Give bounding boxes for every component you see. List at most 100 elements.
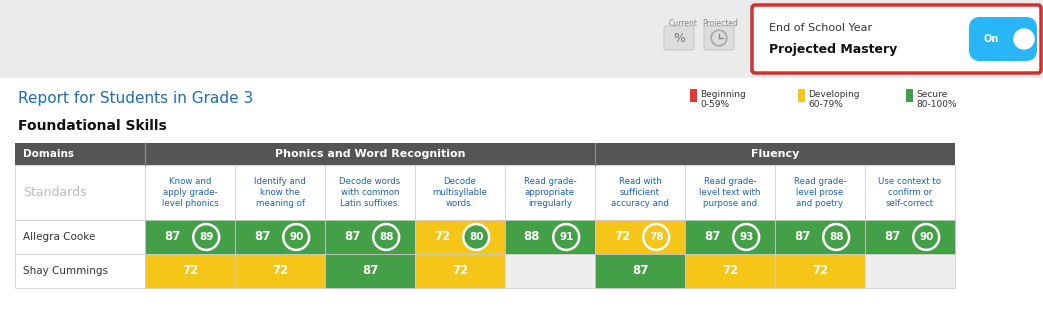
Bar (15, 165, 145, 220)
Text: 72: 72 (811, 265, 828, 277)
Text: irregularly: irregularly (528, 199, 572, 208)
Bar (595, 254, 685, 288)
Bar (235, 254, 325, 288)
Bar (325, 254, 415, 288)
Circle shape (733, 224, 759, 250)
Bar (235, 165, 325, 220)
Bar (415, 220, 505, 254)
Text: 87: 87 (704, 230, 720, 244)
Text: 72: 72 (452, 265, 468, 277)
Text: words.: words. (445, 199, 475, 208)
Text: Beginning: Beginning (700, 90, 746, 99)
Text: purpose and: purpose and (703, 199, 757, 208)
FancyBboxPatch shape (704, 26, 734, 50)
Circle shape (823, 224, 849, 250)
Text: multisyllable: multisyllable (433, 188, 487, 197)
Text: 80-100%: 80-100% (916, 100, 956, 109)
Circle shape (373, 224, 399, 250)
Circle shape (284, 224, 309, 250)
Text: Projected: Projected (702, 20, 738, 29)
Text: 72: 72 (722, 265, 738, 277)
Bar (775, 254, 865, 288)
Text: Read grade-: Read grade- (524, 177, 577, 186)
Bar (145, 143, 595, 165)
Bar (415, 165, 505, 220)
Bar (685, 254, 775, 288)
Bar (15, 143, 145, 165)
Circle shape (193, 224, 219, 250)
Text: 87: 87 (632, 265, 648, 277)
Text: appropriate: appropriate (525, 188, 575, 197)
Text: 87: 87 (883, 230, 900, 244)
FancyBboxPatch shape (664, 26, 694, 50)
FancyBboxPatch shape (752, 5, 1041, 73)
Text: Fluency: Fluency (751, 149, 799, 159)
Text: 90: 90 (919, 232, 933, 242)
Bar (906, 89, 913, 102)
Text: Phonics and Word Recognition: Phonics and Word Recognition (274, 149, 465, 159)
Bar (235, 220, 325, 254)
FancyBboxPatch shape (969, 17, 1037, 61)
Text: 72: 72 (434, 230, 451, 244)
Bar (15, 254, 145, 288)
Text: 78: 78 (649, 232, 663, 242)
Text: Read with: Read with (618, 177, 661, 186)
Bar (15, 220, 145, 254)
Text: 88: 88 (379, 232, 393, 242)
Text: Read grade-: Read grade- (704, 177, 756, 186)
Text: 80: 80 (469, 232, 484, 242)
Circle shape (1014, 29, 1034, 49)
Bar (775, 165, 865, 220)
Bar (798, 89, 805, 102)
Circle shape (553, 224, 579, 250)
Bar (325, 220, 415, 254)
Bar (685, 220, 775, 254)
Text: 0-59%: 0-59% (700, 100, 729, 109)
Text: meaning of: meaning of (256, 199, 305, 208)
Text: and poetry: and poetry (797, 199, 844, 208)
Text: Use context to: Use context to (878, 177, 942, 186)
Bar (145, 220, 235, 254)
Bar (595, 220, 685, 254)
Text: sufficient: sufficient (620, 188, 660, 197)
Bar (690, 89, 697, 102)
Text: 72: 72 (181, 265, 198, 277)
Text: Standards: Standards (23, 186, 87, 199)
Text: Report for Students in Grade 3: Report for Students in Grade 3 (18, 91, 253, 106)
Circle shape (463, 224, 489, 250)
Text: Read grade-: Read grade- (794, 177, 846, 186)
Text: 72: 72 (272, 265, 288, 277)
Bar (505, 220, 595, 254)
Bar (145, 165, 235, 220)
Bar (325, 165, 415, 220)
Text: 93: 93 (739, 232, 753, 242)
Text: 87: 87 (362, 265, 379, 277)
Text: 88: 88 (829, 232, 844, 242)
Text: with common: with common (341, 188, 399, 197)
Text: level prose: level prose (797, 188, 844, 197)
Text: Identify and: Identify and (254, 177, 306, 186)
Text: 87: 87 (794, 230, 810, 244)
Circle shape (914, 224, 939, 250)
Text: 72: 72 (614, 230, 630, 244)
Text: Projected Mastery: Projected Mastery (769, 44, 897, 56)
Text: Developing: Developing (808, 90, 859, 99)
Bar (0, 0, 1043, 78)
Bar (505, 165, 595, 220)
Text: accuracy and: accuracy and (611, 199, 669, 208)
Text: level phonics: level phonics (162, 199, 218, 208)
Text: Latin suffixes.: Latin suffixes. (340, 199, 401, 208)
Text: Foundational Skills: Foundational Skills (18, 119, 167, 133)
Text: 91: 91 (559, 232, 574, 242)
Text: On: On (984, 34, 998, 44)
Bar (0, 78, 1043, 321)
Bar (865, 220, 955, 254)
Text: 90: 90 (289, 232, 304, 242)
Circle shape (711, 30, 727, 46)
Text: level text with: level text with (699, 188, 760, 197)
Text: Secure: Secure (916, 90, 947, 99)
Bar (865, 165, 955, 220)
Bar (595, 143, 955, 165)
Text: Allegra Cooke: Allegra Cooke (23, 232, 95, 242)
Text: 87: 87 (253, 230, 270, 244)
